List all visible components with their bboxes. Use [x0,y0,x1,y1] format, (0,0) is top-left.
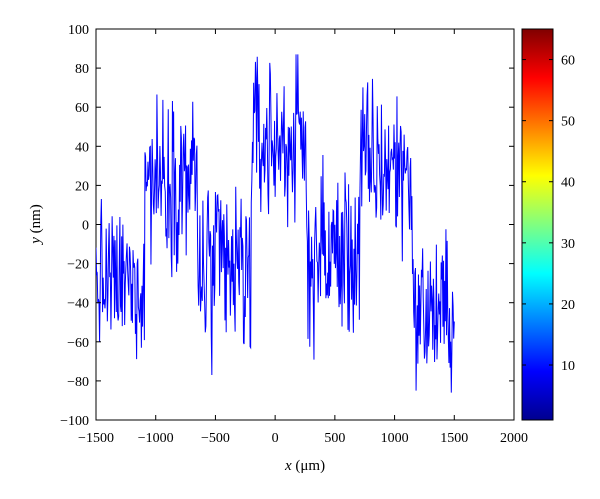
y-tick-label: 80 [75,62,89,77]
colorbar-tick-label: 30 [561,237,575,252]
y-tick-label: −80 [67,375,89,390]
y-axis-label: y (nm) [28,204,44,246]
colorbar-ticks: 10 20 30 40 50 60 [522,54,575,374]
colorbar-tick-label: 60 [561,54,575,69]
y-tick-label: 100 [68,23,89,38]
x-axis-ticks: −1500 −1000 −500 0 500 1000 1500 2000 [78,29,528,446]
y-tick-label: 60 [75,101,89,116]
x-axis-label: x (μm) [284,458,325,474]
y-tick-label: 40 [75,140,89,155]
y-axis-ticks: −100 −80 −60 −40 −20 0 20 40 60 80 100 [60,23,514,429]
y-tick-label: −20 [67,258,89,273]
y-axis-label-var: y [28,237,44,246]
y-tick-label: 20 [75,179,89,194]
colorbar-tick-label: 20 [561,298,575,313]
colorbar-tick-label: 10 [561,359,575,374]
colorbar-tick-label: 40 [561,176,575,191]
y-tick-label: −40 [67,297,89,312]
y-axis-label-unit: (nm) [28,204,44,233]
series-line [96,54,455,393]
x-tick-label: 1000 [381,431,409,446]
x-tick-label: −1500 [78,431,114,446]
colorbar-tick-label: 50 [561,115,575,130]
y-tick-label: 0 [82,219,89,234]
x-tick-label: −500 [201,431,230,446]
x-tick-label: −1000 [138,431,174,446]
y-tick-label: −60 [67,336,89,351]
x-tick-label: 2000 [500,431,528,446]
x-tick-label: 1500 [440,431,468,446]
x-axis-label-var: x [284,458,292,474]
x-tick-label: 0 [272,431,279,446]
series-layer [96,54,455,393]
x-axis-label-unit: (μm) [295,458,325,474]
x-tick-label: 500 [324,431,345,446]
colorbar [521,28,554,421]
y-tick-label: −100 [60,414,89,429]
